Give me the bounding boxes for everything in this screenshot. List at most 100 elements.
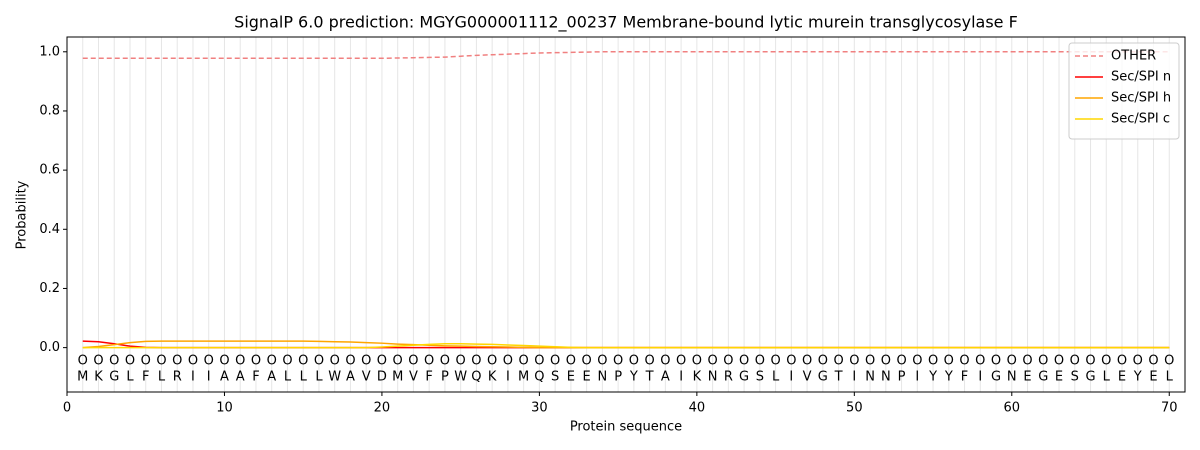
- residue-label: N: [598, 370, 608, 385]
- x-tick-label: 20: [374, 401, 391, 416]
- residue-label: T: [645, 370, 654, 385]
- predicted-label: O: [204, 353, 214, 368]
- predicted-label: O: [944, 353, 954, 368]
- predicted-label: O: [629, 353, 639, 368]
- residue-label: G: [818, 370, 828, 385]
- legend-label: Sec/SPI n: [1111, 70, 1171, 85]
- predicted-label: O: [519, 353, 529, 368]
- predicted-label: O: [723, 353, 733, 368]
- legend-label: OTHER: [1111, 49, 1156, 64]
- series-line: [82, 343, 1170, 349]
- predicted-label: O: [660, 353, 670, 368]
- predicted-label: O: [188, 353, 198, 368]
- predicted-label: O: [78, 353, 88, 368]
- predicted-label: O: [833, 353, 843, 368]
- predicted-label: O: [692, 353, 702, 368]
- predicted-label: O: [928, 353, 938, 368]
- predicted-label: O: [1022, 353, 1032, 368]
- predicted-label: O: [408, 353, 418, 368]
- residue-label: A: [346, 370, 355, 385]
- residue-label: S: [1071, 370, 1079, 385]
- residue-label: A: [661, 370, 670, 385]
- y-tick-label: 0.2: [39, 281, 60, 296]
- residue-label: D: [377, 370, 387, 385]
- residue-label: P: [614, 370, 622, 385]
- predicted-label: O: [393, 353, 403, 368]
- predicted-label: O: [818, 353, 828, 368]
- predicted-label: O: [881, 353, 891, 368]
- residue-label: W: [328, 370, 341, 385]
- predicted-label: O: [896, 353, 906, 368]
- predicted-label: O: [172, 353, 182, 368]
- predicted-label: O: [1148, 353, 1158, 368]
- residue-label: V: [803, 370, 812, 385]
- predicted-label: O: [613, 353, 623, 368]
- x-tick-label: 10: [216, 401, 233, 416]
- residue-label: F: [961, 370, 968, 385]
- predicted-label: O: [141, 353, 151, 368]
- residue-label: F: [142, 370, 149, 385]
- x-tick-label: 30: [531, 401, 548, 416]
- series-line: [82, 340, 1170, 349]
- predicted-label: O: [1054, 353, 1064, 368]
- residue-label: Y: [928, 370, 937, 385]
- y-tick-label: 0.0: [39, 340, 60, 355]
- residue-label: Q: [534, 370, 544, 385]
- residue-label: F: [425, 370, 432, 385]
- residue-label: G: [739, 370, 749, 385]
- residue-label: V: [409, 370, 418, 385]
- residue-label: K: [693, 370, 702, 385]
- residue-label: A: [236, 370, 245, 385]
- residue-label: E: [1023, 370, 1031, 385]
- x-tick-label: 0: [63, 401, 71, 416]
- chart-title: SignalP 6.0 prediction: MGYG000001112_00…: [234, 13, 1018, 33]
- predicted-label: O: [251, 353, 261, 368]
- residue-label: I: [852, 370, 856, 385]
- y-tick-label: 0.4: [39, 222, 60, 237]
- residue-label: E: [583, 370, 591, 385]
- predicted-label: O: [1101, 353, 1111, 368]
- residue-label: I: [978, 370, 982, 385]
- residue-label: L: [1103, 370, 1111, 385]
- x-tick-label: 40: [689, 401, 706, 416]
- residue-label: L: [284, 370, 292, 385]
- predicted-label: O: [582, 353, 592, 368]
- x-tick-label: 70: [1161, 401, 1178, 416]
- residue-label: V: [362, 370, 371, 385]
- predicted-label: O: [267, 353, 277, 368]
- residue-label: K: [94, 370, 103, 385]
- residue-label: T: [834, 370, 843, 385]
- predicted-label: O: [456, 353, 466, 368]
- predicted-label: O: [93, 353, 103, 368]
- residue-label: Y: [629, 370, 638, 385]
- predicted-label: O: [219, 353, 229, 368]
- residue-label: Y: [1133, 370, 1142, 385]
- residue-label: S: [756, 370, 764, 385]
- predicted-label: O: [156, 353, 166, 368]
- residue-label: A: [267, 370, 276, 385]
- residue-label: G: [991, 370, 1001, 385]
- predicted-label: O: [1007, 353, 1017, 368]
- x-axis-label: Protein sequence: [570, 420, 682, 435]
- residue-label: I: [679, 370, 683, 385]
- predicted-label: O: [1085, 353, 1095, 368]
- predicted-label: O: [676, 353, 686, 368]
- predicted-label: O: [1133, 353, 1143, 368]
- residue-label: A: [220, 370, 229, 385]
- predicted-label: O: [487, 353, 497, 368]
- predicted-label: O: [550, 353, 560, 368]
- predicted-label: O: [786, 353, 796, 368]
- residue-label: G: [109, 370, 119, 385]
- predicted-label: O: [345, 353, 355, 368]
- residue-label: E: [567, 370, 575, 385]
- x-tick-label: 60: [1004, 401, 1021, 416]
- predicted-label: O: [330, 353, 340, 368]
- residue-label: G: [1038, 370, 1048, 385]
- predicted-label: O: [424, 353, 434, 368]
- predicted-label: O: [991, 353, 1001, 368]
- residue-label: N: [865, 370, 875, 385]
- residue-label: M: [77, 370, 88, 385]
- predicted-label: O: [503, 353, 513, 368]
- residue-label: M: [518, 370, 529, 385]
- predicted-label: O: [597, 353, 607, 368]
